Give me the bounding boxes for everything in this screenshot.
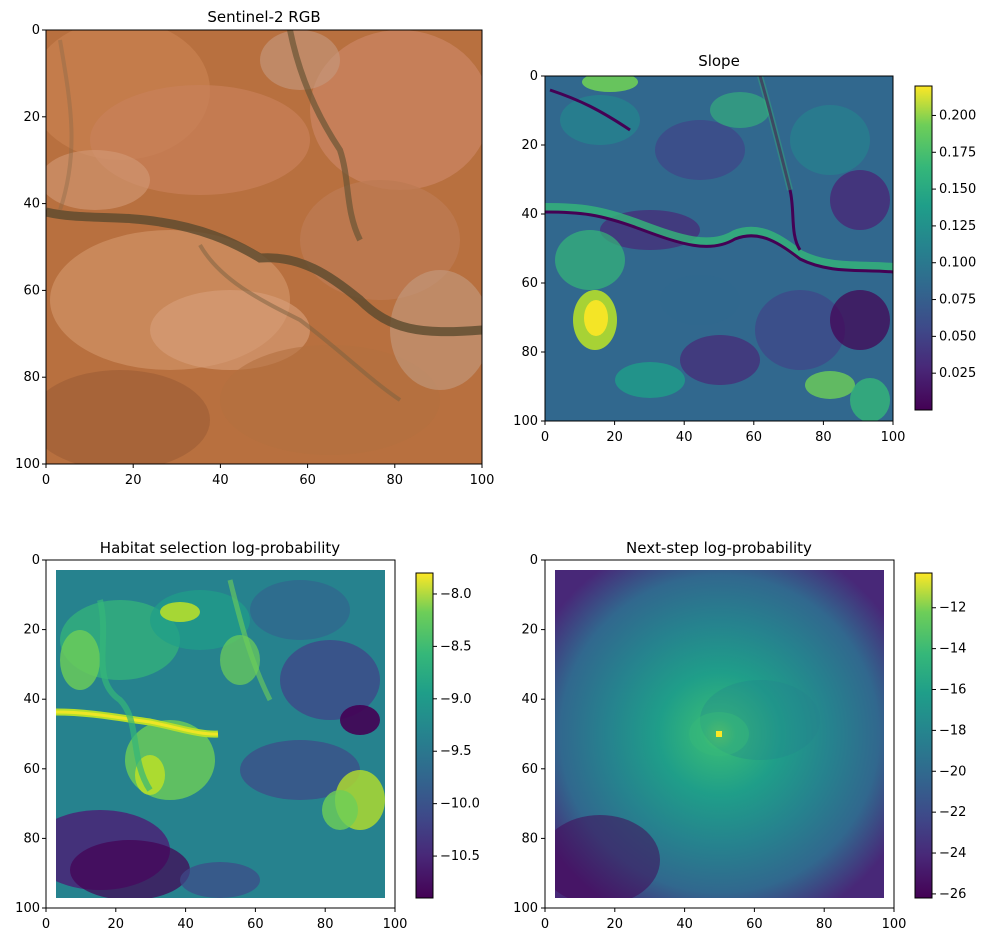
x-tick-label: 20	[607, 917, 624, 932]
x-tick-label: 100	[882, 917, 907, 932]
y-tick-label: 60	[23, 283, 40, 298]
panel-habitat-selection: Habitat selection log-probability	[15, 539, 480, 932]
panel-slope: Slope 0 20 40 60 80 100	[513, 52, 976, 445]
colorbar: −12 −14 −16 −18 −20 −22 −24 −26	[914, 572, 966, 902]
y-tick-label: 20	[521, 623, 538, 638]
x-tick-label: 0	[541, 430, 549, 445]
x-tick-label: 60	[746, 917, 763, 932]
panel-title: Slope	[698, 52, 740, 70]
x-tick-label: 60	[299, 473, 316, 488]
y-tick-label: 100	[513, 414, 538, 429]
x-tick-label: 60	[247, 917, 264, 932]
y-tick-label: 40	[23, 197, 40, 212]
panel-next-step: Next-step log-probability 0 20 40 60 80 100 0…	[513, 539, 966, 932]
colorbar-gradient	[914, 85, 933, 411]
x-tick-label: 0	[42, 917, 50, 932]
colorbar-tick-label: 0.150	[939, 182, 976, 197]
x-tick-label: 60	[746, 430, 763, 445]
colorbar-tick-label: 0.200	[939, 108, 976, 123]
panel-title: Habitat selection log-probability	[100, 539, 341, 557]
y-tick-label: 40	[521, 692, 538, 707]
y-tick-label: 20	[23, 623, 40, 638]
x-tick-label: 20	[125, 473, 142, 488]
colorbar-tick-label: −9.0	[440, 692, 472, 707]
colorbar-tick-label: −26	[939, 887, 966, 902]
x-tick-label: 0	[541, 917, 549, 932]
y-tick-label: 60	[521, 762, 538, 777]
y-tick-label: 80	[521, 831, 538, 846]
x-tick-label: 80	[816, 917, 833, 932]
y-tick-label: 60	[23, 762, 40, 777]
panel-title: Sentinel-2 RGB	[207, 8, 320, 26]
y-tick-label: 100	[15, 901, 40, 916]
colorbar-tick-label: 0.025	[939, 366, 976, 381]
habitat-heatmap	[56, 570, 385, 898]
y-tick-label: 0	[530, 553, 538, 568]
panel-sentinel-rgb: Sentinel-2 RGB 0 20 40 60 80 100 0 20 40 60 80 100	[15, 8, 494, 488]
colorbar: 0.025 0.050 0.075 0.100 0.125 0.150 0.175 0.200	[914, 85, 976, 411]
colorbar-tick-label: −20	[939, 764, 966, 779]
x-tick-label: 20	[606, 430, 623, 445]
colorbar-tick-label: 0.100	[939, 256, 976, 271]
y-tick-label: 80	[23, 831, 40, 846]
y-tick-label: 40	[23, 692, 40, 707]
slope-heatmap	[545, 76, 893, 421]
x-tick-label: 80	[317, 917, 334, 932]
x-tick-label: 80	[387, 473, 404, 488]
colorbar-tick-label: −12	[939, 601, 966, 616]
colorbar-tick-label: −9.5	[440, 744, 472, 759]
y-tick-label: 20	[521, 138, 538, 153]
colorbar: −8.0 −8.5 −9.0 −9.5 −10.0 −10.5	[415, 572, 480, 899]
plot-frame	[544, 75, 894, 422]
colorbar-tick-label: −10.0	[440, 797, 480, 812]
x-tick-label: 0	[42, 473, 50, 488]
plot-frame	[45, 29, 483, 465]
colorbar-tick-label: −18	[939, 723, 966, 738]
x-tick-label: 40	[676, 430, 693, 445]
y-tick-label: 0	[32, 553, 40, 568]
y-tick-label: 80	[23, 370, 40, 385]
x-tick-label: 100	[881, 430, 906, 445]
colorbar-tick-label: 0.075	[939, 293, 976, 308]
colorbar-tick-label: −8.5	[440, 639, 472, 654]
x-tick-label: 20	[108, 917, 125, 932]
plot-frame	[544, 559, 895, 909]
x-tick-label: 40	[177, 917, 194, 932]
colorbar-tick-label: 0.125	[939, 219, 976, 234]
rgb-image	[46, 30, 482, 464]
plot-frame	[45, 559, 396, 909]
colorbar-tick-label: 0.050	[939, 329, 976, 344]
colorbar-tick-label: −14	[939, 642, 966, 657]
y-tick-label: 100	[15, 457, 40, 472]
y-tick-label: 0	[32, 23, 40, 38]
y-tick-label: 80	[521, 345, 538, 360]
y-tick-label: 20	[23, 110, 40, 125]
y-tick-label: 40	[521, 207, 538, 222]
y-tick-label: 60	[521, 276, 538, 291]
colorbar-tick-label: −16	[939, 683, 966, 698]
y-tick-label: 100	[513, 901, 538, 916]
colorbar-gradient	[415, 572, 434, 899]
panel-title: Next-step log-probability	[626, 539, 812, 557]
next-step-heatmap	[555, 570, 884, 898]
x-tick-label: 100	[383, 917, 408, 932]
colorbar-tick-label: −10.5	[440, 849, 480, 864]
colorbar-gradient	[914, 572, 933, 899]
x-tick-label: 100	[470, 473, 495, 488]
peak-marker	[716, 731, 722, 737]
x-tick-label: 40	[212, 473, 229, 488]
x-tick-label: 80	[815, 430, 832, 445]
x-tick-label: 40	[676, 917, 693, 932]
colorbar-tick-label: −22	[939, 805, 966, 820]
colorbar-tick-label: −24	[939, 846, 966, 861]
y-tick-label: 0	[530, 69, 538, 84]
colorbar-tick-label: 0.175	[939, 145, 976, 160]
colorbar-tick-label: −8.0	[440, 587, 472, 602]
